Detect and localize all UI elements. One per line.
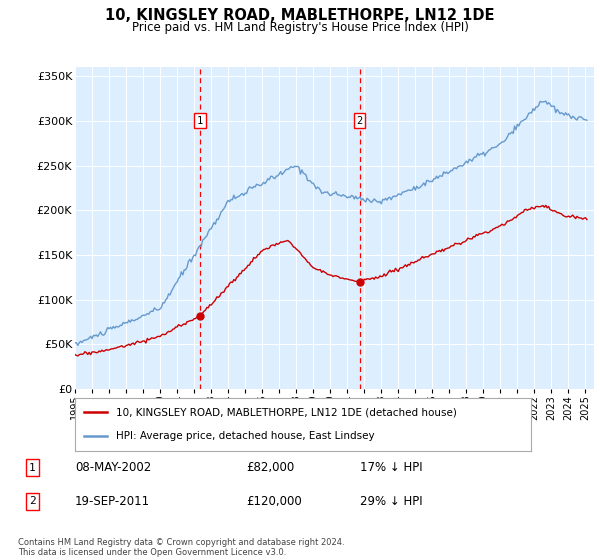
Text: 10, KINGSLEY ROAD, MABLETHORPE, LN12 1DE: 10, KINGSLEY ROAD, MABLETHORPE, LN12 1DE bbox=[105, 8, 495, 24]
Text: HPI: Average price, detached house, East Lindsey: HPI: Average price, detached house, East… bbox=[116, 431, 374, 441]
Text: Price paid vs. HM Land Registry's House Price Index (HPI): Price paid vs. HM Land Registry's House … bbox=[131, 21, 469, 34]
Text: £120,000: £120,000 bbox=[246, 494, 302, 508]
Text: 19-SEP-2011: 19-SEP-2011 bbox=[75, 494, 150, 508]
Text: 2: 2 bbox=[356, 116, 362, 126]
Text: 1: 1 bbox=[197, 116, 203, 126]
Text: Contains HM Land Registry data © Crown copyright and database right 2024.
This d: Contains HM Land Registry data © Crown c… bbox=[18, 538, 344, 557]
Text: 10, KINGSLEY ROAD, MABLETHORPE, LN12 1DE (detached house): 10, KINGSLEY ROAD, MABLETHORPE, LN12 1DE… bbox=[116, 408, 457, 418]
Text: 1: 1 bbox=[29, 463, 35, 473]
Text: 29% ↓ HPI: 29% ↓ HPI bbox=[360, 494, 422, 508]
Text: 08-MAY-2002: 08-MAY-2002 bbox=[75, 461, 151, 474]
Text: £82,000: £82,000 bbox=[246, 461, 294, 474]
Text: 17% ↓ HPI: 17% ↓ HPI bbox=[360, 461, 422, 474]
Text: 2: 2 bbox=[29, 496, 35, 506]
